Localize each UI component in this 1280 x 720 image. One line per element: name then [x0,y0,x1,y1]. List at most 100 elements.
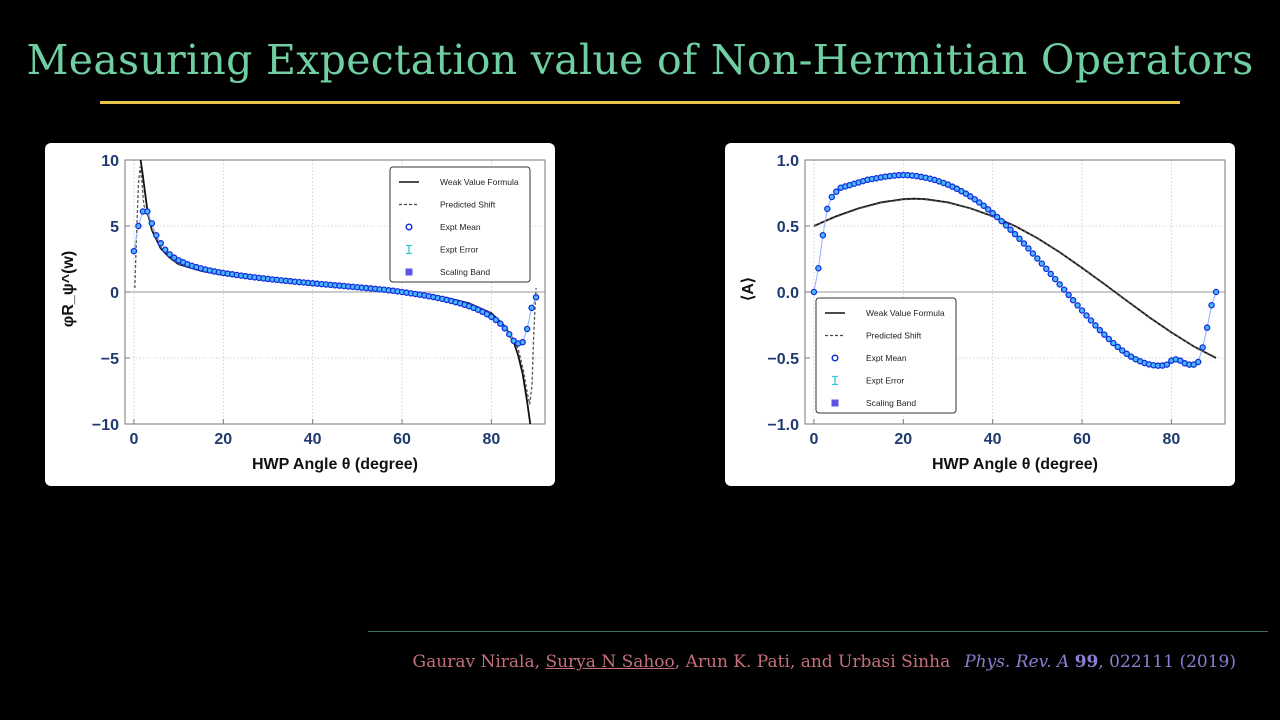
expt-mean-point [1101,331,1108,338]
expt-mean-point [532,294,540,301]
expt-mean-point [1051,275,1059,283]
y-tick-label: 0 [110,285,119,302]
expt-mean-point [488,313,495,321]
expt-mean-point [528,304,535,312]
x-tick-label: 0 [809,431,818,448]
expt-mean-point [1038,260,1046,267]
expt-mean-point [1011,230,1019,238]
expt-mean-point [1208,301,1215,309]
expt-mean-point [1105,335,1113,343]
x-tick-label: 20 [214,431,232,448]
expt-mean-point [130,247,138,255]
legend-key-square [405,268,413,276]
expt-mean-point [833,188,840,195]
expt-mean-point [1047,270,1054,278]
expt-mean-point [993,213,1001,221]
x-tick-label: 80 [1162,431,1180,448]
y-axis-label: φR_ψ^(w) [60,251,77,327]
chart-panel-left: 0 20 40 60 80 −10 −5 0 5 10 HWP Angle θ (degree) φR… [45,143,555,486]
slide-title: Measuring Expectation value of Non-Hermi… [26,36,1254,84]
legend-key-errorbar [832,375,838,386]
expt-mean-point [967,193,974,200]
expt-mean-point [148,220,156,227]
legend-label: Predicted Shift [866,331,922,341]
expt-mean-point [1002,222,1010,229]
legend-box [389,166,531,283]
legend-label: Weak Value Formula [440,177,519,187]
expt-mean-point [1074,302,1081,309]
legend-label: Expt Mean [866,353,907,363]
legend-key-circle [405,223,413,231]
legend-label: Weak Value Formula [866,308,945,318]
x-tick-label: 20 [894,431,912,448]
expt-mean-point [166,251,173,258]
title-underline [100,101,1180,104]
expt-mean-point [1016,235,1023,243]
expt-mean-point [1163,361,1171,368]
expt-mean-point [1083,312,1090,319]
expt-mean-point [1029,250,1037,257]
expt-mean-point [815,264,822,272]
y-tick-label: −5 [101,351,119,368]
y-tick-label: 5 [110,219,119,236]
expt-mean-point [1087,317,1095,324]
expt-mean-point [828,193,836,201]
x-axis-label: HWP Angle θ (degree) [932,456,1098,473]
x-tick-label: 0 [129,431,138,448]
expt-mean-point [998,217,1005,225]
x-tick-label: 40 [984,431,1002,448]
expt-mean-point [161,246,169,254]
legend-box [815,297,957,414]
journal-volume: 99 [1074,652,1099,672]
y-tick-label: 0.0 [777,285,799,302]
citation-authors-rest: , Arun K. Pati, and Urbasi Sinha [674,652,951,672]
expt-mean-point [1199,344,1206,351]
expt-mean-point [523,325,531,333]
expt-mean-point [497,320,504,327]
legend-label: Scaling Band [440,267,490,277]
x-axis-label: HWP Angle θ (degree) [252,456,418,473]
legend-label: Predicted Shift [440,200,496,210]
expt-mean-point [1096,326,1104,334]
y-tick-label: 1.0 [777,153,799,170]
expectation-value-chart: 0 20 40 60 80 −1.0 −0.5 0.0 0.5 1.0 HWP Angle θ (d… [740,153,1226,473]
expt-mean-point [153,231,160,239]
expt-mean-point [989,209,996,217]
expt-mean-point [1043,265,1050,273]
journal-pages-year: , 022111 (2019) [1098,652,1236,672]
expt-mean-point [984,206,992,213]
expt-mean-point [810,288,818,296]
expt-mean-point [1212,288,1220,296]
expt-mean-point [1123,350,1130,358]
expt-mean-point [519,338,526,346]
expt-mean-point [1065,291,1072,299]
expt-mean-point [976,199,983,206]
expt-mean-point [1007,226,1014,233]
legend-key-square [831,399,839,407]
legend-label: Scaling Band [866,398,916,408]
legend-key-circle [831,354,839,362]
expt-mean-point [980,202,987,210]
x-tick-label: 40 [304,431,322,448]
expt-mean-point [144,208,151,215]
legend-label: Expt Error [866,376,904,386]
x-tick-label: 60 [1073,431,1091,448]
citation-journal: Phys. Rev. A 99, 022111 (2019) [964,652,1236,672]
expt-mean-point [1034,255,1041,262]
expt-mean-point [962,190,970,197]
x-tick-label: 80 [482,431,500,448]
expt-mean-point [1060,286,1068,293]
expt-mean-point [1056,281,1063,288]
expt-mean-point [1020,240,1028,247]
expt-mean-point [1092,322,1099,329]
expt-mean-point [824,205,831,213]
expt-mean-point [1203,324,1211,331]
expt-mean-point [492,316,500,324]
citation: Gaurav Nirala, Surya N Sahoo, Arun K. Pa… [413,652,1236,672]
chart-panel-right: 0 20 40 60 80 −1.0 −0.5 0.0 0.5 1.0 HWP Angle θ (d… [725,143,1235,486]
legend-key-errorbar [406,244,412,255]
citation-author-link[interactable]: Surya N Sahoo [545,652,675,672]
expt-mean-point [1069,296,1077,304]
expt-mean-point [971,196,979,203]
series-group [130,160,540,424]
